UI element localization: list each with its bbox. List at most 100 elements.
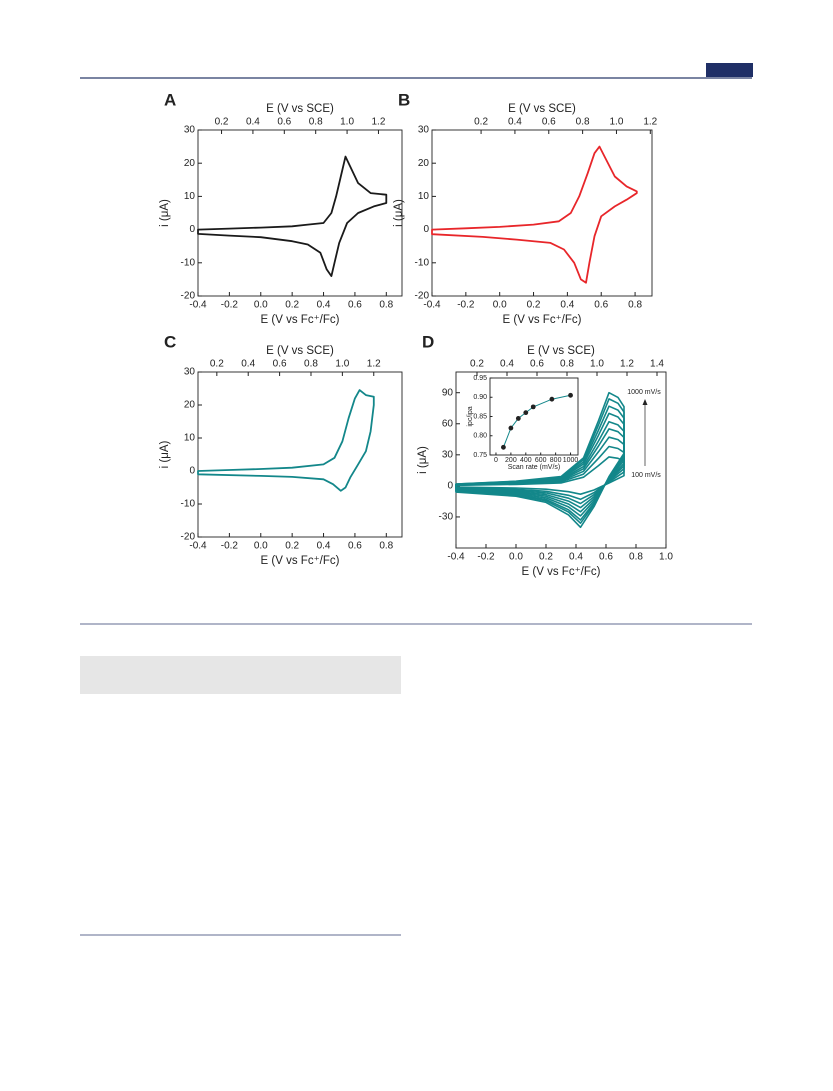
inset-point (501, 444, 506, 450)
y-tick-label: 20 (418, 158, 430, 169)
x-tick-label: 0.6 (594, 300, 608, 311)
x-tick-label: 0.8 (379, 541, 393, 552)
x2-axis-title: E (V vs SCE) (266, 345, 334, 357)
y-tick-label: 60 (442, 418, 454, 429)
x-tick-label: 1000 (563, 457, 579, 464)
x2-tick-label: 1.0 (590, 359, 604, 370)
y-tick-label: 0.90 (473, 394, 487, 401)
y-tick-label: -20 (181, 532, 196, 543)
x2-tick-label: 0.8 (576, 117, 590, 128)
y-tick-label: 10 (184, 191, 196, 202)
cv-curve (455, 398, 625, 524)
inset-point (549, 396, 555, 402)
y-axis-title: i (μA) (417, 446, 429, 474)
annotation: 1000 mV/s (627, 389, 661, 396)
x-tick-label: 1.0 (659, 552, 673, 563)
x-tick-label: 600 (535, 457, 547, 464)
y-axis-title: i (μA) (159, 440, 171, 468)
cv-curve (455, 436, 625, 505)
x-tick-label: 0.2 (539, 552, 553, 563)
y-tick-label: -10 (181, 499, 196, 510)
x2-tick-label: 1.2 (643, 117, 657, 128)
x-tick-label: 0.2 (285, 541, 299, 552)
panel-label: D (422, 332, 434, 351)
y-tick-label: 20 (184, 158, 196, 169)
panel-label: C (164, 332, 176, 351)
x-tick-label: 0.4 (317, 300, 331, 311)
y-tick-label: 0.85 (473, 413, 487, 420)
plot-frame (197, 371, 403, 538)
y-tick-label: 0.75 (473, 452, 487, 459)
inset-point (508, 425, 514, 431)
x-tick-label: 0.6 (348, 541, 362, 552)
inset-point (515, 416, 521, 421)
inset-point (523, 410, 529, 416)
x2-tick-label: 0.6 (530, 359, 544, 370)
grey-box (80, 656, 401, 694)
annotation: 100 mV/s (631, 472, 661, 479)
cv-curve (455, 391, 625, 529)
cv-curve (431, 145, 638, 284)
y-tick-label: -10 (415, 257, 430, 268)
x-tick-label: -0.2 (477, 552, 495, 563)
x-axis-title: Scan rate (mV/s) (508, 464, 561, 471)
y-axis-title: i (μA) (393, 199, 405, 227)
y-tick-label: 90 (442, 387, 454, 398)
panel-label: A (164, 90, 176, 109)
x2-tick-label: 0.8 (560, 359, 574, 370)
x-tick-label: 0.6 (348, 300, 362, 311)
x2-tick-label: 0.6 (542, 117, 556, 128)
y-axis-title: ipc/ipa (467, 406, 474, 426)
x2-tick-label: 0.2 (474, 117, 488, 128)
x-tick-label: 0.0 (509, 552, 523, 563)
panel-label: B (398, 90, 410, 109)
y-tick-label: 20 (184, 400, 196, 411)
x-tick-label: -0.2 (221, 541, 239, 552)
x-tick-label: 0.0 (254, 300, 268, 311)
y-tick-label: 0.80 (473, 433, 487, 440)
y-tick-label: 10 (418, 191, 430, 202)
x2-tick-label: 0.2 (215, 117, 229, 128)
inset-point (568, 392, 573, 398)
x2-tick-label: 0.4 (241, 359, 255, 370)
x2-tick-label: 0.8 (304, 359, 318, 370)
x2-tick-label: 1.0 (340, 117, 354, 128)
plot-frame (431, 129, 653, 297)
x-tick-label: 0.4 (569, 552, 583, 563)
cv-curve (455, 412, 625, 517)
x-tick-label: 0.4 (317, 541, 331, 552)
x2-tick-label: 0.2 (470, 359, 484, 370)
x-tick-label: -0.4 (447, 552, 465, 563)
x2-tick-label: 0.8 (309, 117, 323, 128)
x-axis-title: E (V vs Fc⁺/Fc) (522, 566, 601, 578)
y-tick-label: 30 (184, 125, 196, 136)
x-tick-label: 0.6 (599, 552, 613, 563)
x-tick-label: 0.8 (379, 300, 393, 311)
y-tick-label: 0 (189, 224, 195, 235)
cv-curve (197, 155, 388, 277)
x-tick-label: 200 (505, 457, 517, 464)
y-axis-title: i (μA) (159, 199, 171, 227)
plot-frame (455, 371, 667, 549)
cv-curve (197, 389, 375, 492)
inset-bg (490, 378, 578, 455)
y-tick-label: -10 (181, 257, 196, 268)
y-tick-label: 30 (418, 125, 430, 136)
x-tick-label: 0.4 (560, 300, 574, 311)
x-tick-label: 0.0 (254, 541, 268, 552)
x2-axis-title: E (V vs SCE) (266, 103, 334, 115)
inset-point (530, 404, 536, 410)
x-tick-label: -0.2 (457, 300, 475, 311)
x2-tick-label: 1.2 (367, 359, 381, 370)
x2-tick-label: 0.4 (246, 117, 260, 128)
arrow-head (642, 399, 648, 405)
x-tick-label: -0.4 (189, 541, 207, 552)
y-tick-label: 0 (423, 224, 429, 235)
x2-tick-label: 1.0 (335, 359, 349, 370)
x-tick-label: 0.2 (285, 300, 299, 311)
x-tick-label: 800 (550, 457, 562, 464)
cv-curve (455, 456, 625, 495)
y-tick-label: 10 (184, 433, 196, 444)
